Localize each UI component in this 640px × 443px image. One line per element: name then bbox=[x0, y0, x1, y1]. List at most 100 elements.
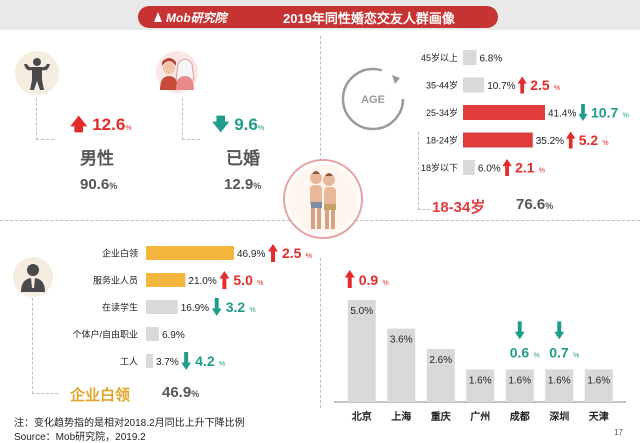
age-change-unit: % bbox=[554, 85, 560, 92]
occupation-connector bbox=[32, 298, 58, 394]
city-category-label: 成都 bbox=[510, 410, 530, 423]
city-bar bbox=[584, 369, 613, 402]
city-change-value: 0.9 bbox=[359, 272, 379, 288]
age-category-label: 25-34岁 bbox=[426, 107, 458, 118]
occupation-category-label: 服务业人员 bbox=[93, 275, 138, 286]
age-category-label: 35-44岁 bbox=[426, 80, 458, 91]
city-category-label: 北京 bbox=[352, 410, 372, 423]
city-category-label: 上海 bbox=[391, 410, 411, 423]
age-value-label: 41.4% bbox=[548, 109, 576, 120]
male-value: 90.6% bbox=[80, 176, 118, 193]
occupation-bar bbox=[146, 273, 186, 287]
age-value-label: 10.7% bbox=[487, 81, 515, 92]
occupation-bar bbox=[146, 246, 234, 260]
city-change-unit: % bbox=[573, 352, 579, 359]
married-change: 🡇 9.6% bbox=[212, 115, 265, 134]
occupation-category-label: 工人 bbox=[120, 357, 138, 367]
divider-horizontal-right bbox=[330, 220, 640, 221]
bodybuilder-icon bbox=[15, 51, 59, 95]
occupation-value-label: 21.0% bbox=[188, 276, 216, 287]
male-change: 🡅 12.6% bbox=[70, 115, 132, 134]
occupation-bar-chart: 企业白领 46.9% 2.5 % 服务业人员 21.0% 5.0 % 在读学生 16.9% 3.2%… bbox=[72, 244, 312, 370]
male-label: 男性 bbox=[80, 149, 114, 168]
city-value-label: 1.6% bbox=[587, 375, 610, 386]
footnote-line1: 注：变化趋势指的是相对2018.2月同比上升下降比例 bbox=[14, 418, 245, 429]
city-bar bbox=[505, 369, 534, 402]
down-arrow-icon bbox=[578, 104, 588, 121]
divider-vertical-top bbox=[320, 36, 321, 161]
age-category-label: 18岁以下 bbox=[421, 162, 458, 173]
city-category-label: 天津 bbox=[589, 410, 609, 423]
footnote-line2: Source：Mob研究院，2019.2 bbox=[14, 432, 146, 443]
age-value-label: 35.2% bbox=[536, 136, 564, 147]
down-arrow-icon bbox=[554, 321, 565, 340]
occupation-value-label: 16.9% bbox=[181, 303, 209, 314]
age-change-unit: % bbox=[623, 113, 629, 120]
city-change-value: 0.6 bbox=[510, 344, 530, 360]
age-bar bbox=[463, 132, 533, 148]
businessman-icon bbox=[13, 257, 53, 297]
age-bar bbox=[463, 105, 545, 120]
age-icon-text: AGE bbox=[361, 94, 385, 106]
city-value-label: 3.6% bbox=[390, 335, 413, 346]
city-value-label: 1.6% bbox=[469, 375, 492, 386]
down-arrow-icon bbox=[211, 298, 222, 316]
age-bar bbox=[463, 50, 477, 65]
city-category-label: 深圳 bbox=[549, 410, 569, 423]
age-connector bbox=[418, 132, 430, 210]
page-title: 2019年同性婚恋交友人群画像 bbox=[283, 10, 455, 26]
up-arrow-icon bbox=[344, 270, 355, 288]
up-arrow-icon bbox=[502, 159, 512, 176]
occupation-bar bbox=[146, 327, 159, 341]
city-change-unit: % bbox=[382, 280, 388, 287]
age-value-label: 6.8% bbox=[479, 54, 502, 65]
city-bar bbox=[426, 348, 455, 402]
occupation-category-label: 个体户/自由职业 bbox=[72, 329, 138, 340]
city-category-label: 广州 bbox=[470, 410, 490, 423]
occupation-bar bbox=[146, 300, 178, 314]
city-change-value: 0.7 bbox=[549, 344, 569, 360]
married-label: 已婚 bbox=[226, 149, 260, 168]
city-bar bbox=[545, 369, 574, 402]
city-bar bbox=[347, 300, 376, 402]
city-value-label: 5.0% bbox=[350, 306, 373, 317]
age-change-unit: % bbox=[539, 168, 545, 175]
occupation-bar bbox=[146, 354, 153, 368]
age-category-label: 45岁以上 bbox=[421, 52, 458, 63]
occupation-change-value: 4.2 bbox=[195, 353, 215, 369]
married-connector bbox=[182, 98, 200, 140]
age-change-value: 2.5 bbox=[530, 77, 550, 93]
occupation-value-label: 6.9% bbox=[162, 330, 185, 341]
brand-name: Mob研究院 bbox=[166, 10, 227, 25]
city-change-unit: % bbox=[533, 352, 539, 359]
age-category-label: 18-24岁 bbox=[426, 135, 458, 146]
up-arrow-icon bbox=[566, 131, 576, 149]
up-arrow-icon bbox=[517, 76, 527, 94]
divider-horizontal-left bbox=[0, 220, 310, 221]
title-banner: Mob研究院 2019年同性婚恋交友人群画像 bbox=[138, 6, 498, 28]
married-value: 12.9% bbox=[224, 176, 262, 193]
age-icon: AGE bbox=[341, 67, 405, 131]
age-value-label: 6.0% bbox=[478, 164, 501, 175]
down-arrow-icon: 🡇 bbox=[212, 115, 230, 134]
age-summary-label: 18-34岁 bbox=[432, 199, 486, 216]
city-value-label: 2.6% bbox=[429, 355, 452, 366]
mob-logo-icon bbox=[154, 12, 162, 22]
age-change-unit: % bbox=[602, 140, 608, 147]
page-number: 17 bbox=[614, 428, 623, 437]
occupation-summary-value: 46.9% bbox=[162, 384, 200, 401]
occupation-change-value: 5.0 bbox=[233, 272, 253, 288]
city-bar bbox=[387, 328, 416, 402]
city-bar bbox=[466, 369, 495, 402]
city-value-label: 1.6% bbox=[548, 375, 571, 386]
age-summary-value: 76.6% bbox=[516, 196, 554, 213]
age-change-value: 5.2 bbox=[579, 132, 599, 148]
down-arrow-icon bbox=[514, 321, 525, 340]
brand-logo: Mob研究院 bbox=[154, 9, 227, 26]
occupation-change-value: 3.2 bbox=[226, 299, 246, 315]
city-bar-chart: 5.0% 北京 0.9 % 3.6% 上海 2.6% 重庆 1.6% 广州 1.6% 成都 0.6 % 1.… bbox=[334, 270, 626, 423]
down-arrow-icon bbox=[181, 352, 192, 370]
city-value-label: 1.6% bbox=[508, 375, 531, 386]
occupation-change-unit: % bbox=[306, 253, 312, 260]
wedding-couple-icon bbox=[156, 51, 198, 93]
